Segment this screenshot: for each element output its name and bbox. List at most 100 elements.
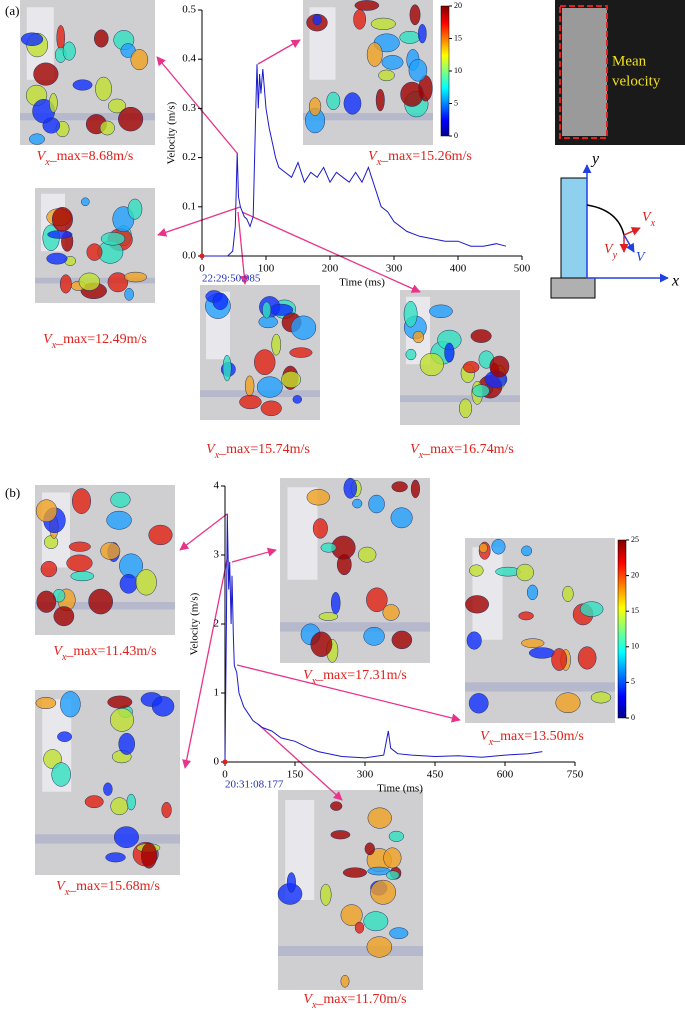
label-symbol: V [206,442,216,457]
y-tick-label: 2 [214,618,220,630]
velocity-blob [94,29,109,48]
velocity-blob [308,97,322,117]
velocity-blob [35,499,58,523]
x-tick-label: 500 [514,263,531,275]
label-subscript: x [64,887,70,898]
snapshot-label: Vx_max=16.74m/s [410,442,514,461]
velocity-blob [35,696,57,710]
velocity-blob [72,488,91,514]
velocity-blob [368,494,385,514]
velocity-blob [53,606,75,627]
velocity-blob [262,301,272,319]
velocity-blob [389,927,409,940]
velocity-blob [408,59,428,82]
label-symbol: V [303,992,313,1007]
x-tick-label: 450 [427,769,444,781]
velocity-blob [151,696,175,717]
velocity-blob [84,795,104,809]
velocity-blob [390,507,413,529]
diagram-trajectory [586,204,625,236]
velocity-blob [399,30,421,44]
snapshot-label: Vx_max=8.68m/s [37,149,134,168]
velocity-blob [370,17,396,30]
colorbar-tick-label: 5 [454,98,458,107]
velocity-blob [260,400,282,417]
diagram-block [560,177,588,279]
label-subscript: y [612,250,618,261]
origin-marker [199,253,205,259]
snapshot-label: Vx_max=13.50m/s [480,729,584,748]
velocity-blob [110,797,129,816]
velocity-blob [318,612,339,621]
x-axis-label: Time (ms) [377,783,423,795]
label-symbol: V [480,729,490,744]
y-axis-label: Velocity (m/s) [166,101,178,164]
velocity-blob [29,133,45,145]
y-tick-label: 0 [214,756,220,768]
x-tick-label: 600 [497,769,514,781]
snapshot-label: Vx_max=11.43m/s [53,644,156,663]
colorbar-tick-label: 0 [454,131,458,140]
velocity-blob [20,32,44,46]
timestamp: 20:31:08.177 [225,779,284,791]
velocity-blob [391,481,408,493]
label-symbol: V [37,149,47,164]
x-tick-label: 300 [386,263,403,275]
label-symbol: V [410,442,420,457]
callout-arrow [257,39,301,65]
timestamp: 22:29:50.985 [202,273,261,285]
velocity-blob [59,274,72,294]
velocity-blob [286,872,296,893]
velocity-blob [88,588,113,615]
y-tick-label: 0.1 [182,200,196,212]
velocity-blob [66,554,93,572]
velocity-blob [135,569,157,596]
velocity-blob [489,355,510,378]
velocity-blob [70,571,95,582]
velocity-blob [107,695,133,709]
velocity-blob [343,92,362,115]
velocity-blob [366,587,388,613]
diagram-base [550,277,596,299]
velocity-blob [354,921,365,934]
velocity-blob [244,375,255,397]
velocity-blob [49,93,58,113]
velocity-blob [148,524,173,546]
velocity-blob [62,41,76,61]
snapshot-streak [280,622,430,632]
velocity-blob [103,782,113,796]
velocity-blob [47,230,73,239]
y-tick-label: 0.3 [182,102,196,114]
y-tick-label: 3 [214,549,220,561]
velocity-blob [312,14,322,26]
label-text: _max=15.68m/s [68,879,160,894]
specimen [562,8,607,136]
velocity-blob [381,55,404,70]
velocity-blob [33,62,59,86]
velocity-blob [51,207,73,232]
velocity-line [224,513,543,763]
velocity-blob [100,542,121,560]
velocity-blob [256,376,283,398]
diagram-vx-label: Vx [642,210,656,229]
velocity-blob [363,911,389,932]
velocity-blob [590,691,612,704]
callout-arrow [157,206,241,237]
velocity-blob [86,243,103,261]
y-tick-label: 0.5 [182,4,196,16]
velocity-blob [469,564,484,577]
velocity-blob [239,394,262,410]
velocity-blob [472,384,490,398]
y-tick-label: 0.4 [182,53,196,65]
velocity-blob [269,303,294,316]
snapshot-label: Vx_max=12.49m/s [43,332,147,351]
snapshot-streak [35,834,180,844]
velocity-blob [105,852,126,863]
velocity-blob [364,842,375,856]
velocity-blob [353,9,367,30]
photo-caption: velocity [612,73,661,89]
velocity-blob [292,395,303,404]
diagram-axis-x: x [671,273,679,290]
